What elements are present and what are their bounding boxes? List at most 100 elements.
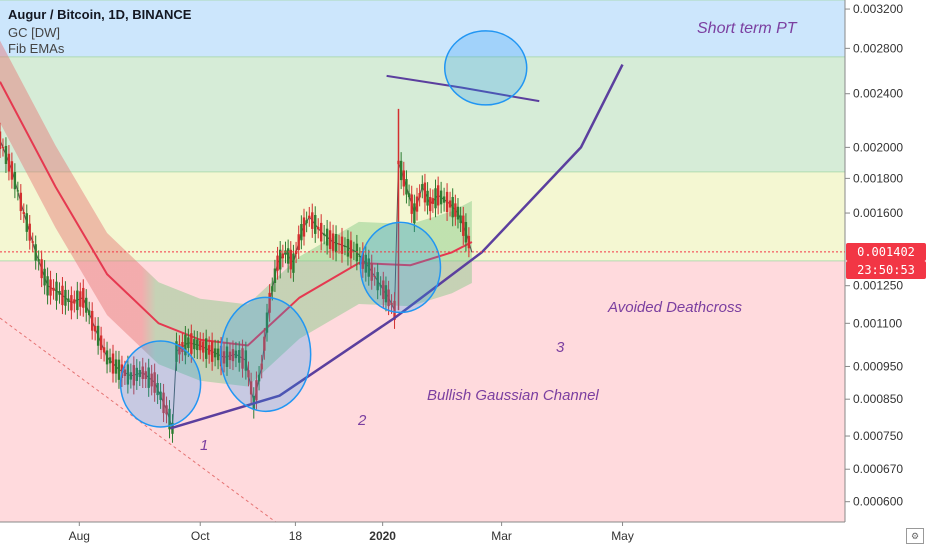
candle-body	[456, 206, 460, 220]
candle-body	[387, 289, 390, 307]
candle-body	[210, 341, 214, 362]
candle-body	[228, 351, 232, 361]
candle-body	[238, 350, 241, 363]
candle-body	[331, 233, 335, 251]
annotation-avoided-deathcross: Avoided Deathcross	[607, 299, 742, 316]
candle-body	[343, 245, 347, 247]
candle-body	[216, 348, 220, 361]
candle-body	[79, 291, 82, 307]
candle-body	[445, 191, 449, 212]
candle-body	[334, 234, 338, 253]
candle-body	[123, 369, 127, 377]
highlight-circle-1	[119, 340, 202, 428]
candle-body	[76, 290, 79, 311]
candle-body	[147, 367, 150, 388]
candle-body	[108, 357, 112, 364]
candle-body	[442, 196, 446, 203]
candle-body	[279, 249, 282, 270]
candle-body	[319, 222, 323, 242]
candle-body	[168, 408, 171, 430]
candle-body	[202, 341, 205, 353]
candle-body	[141, 366, 144, 380]
candle-body	[407, 193, 411, 198]
candle-body	[268, 292, 271, 313]
candle-body	[88, 310, 91, 316]
candle-body	[379, 284, 382, 287]
candle-body	[373, 276, 376, 278]
candle-body	[286, 248, 290, 264]
settings-icon[interactable]: ⚙	[906, 528, 924, 544]
candle-body	[311, 212, 314, 229]
highlight-circle-3	[359, 221, 442, 314]
candle-body	[85, 297, 88, 313]
candle-body	[241, 348, 244, 369]
indicator-fib-emas[interactable]: Fib EMAs	[8, 41, 65, 56]
candle-body	[34, 244, 37, 261]
candle-body	[43, 268, 46, 286]
candle-body	[405, 179, 408, 195]
candle-body	[314, 214, 317, 234]
annotation-3: 3	[556, 339, 565, 356]
candle-body	[132, 365, 136, 386]
candle-body	[292, 253, 295, 273]
y-tick-label: 0.001100	[853, 316, 902, 330]
candle-body	[459, 215, 462, 224]
candle-body	[370, 263, 373, 281]
x-tick-label: 2020	[369, 529, 396, 543]
indicator-gaussian-channel[interactable]: GC [DW]	[8, 25, 60, 40]
candle-body	[165, 405, 168, 415]
candle-body	[162, 392, 165, 414]
candle-body	[308, 215, 311, 218]
candle-body	[349, 240, 353, 259]
candle-body	[413, 203, 416, 224]
y-tick-label: 0.000850	[853, 392, 903, 406]
candle-body	[64, 289, 67, 306]
candle-body	[144, 371, 147, 380]
x-tick-label: Mar	[491, 529, 512, 543]
candle-body	[10, 161, 14, 180]
candle-body	[159, 391, 162, 400]
candle-body	[454, 203, 457, 217]
candle-body	[70, 295, 73, 311]
y-tick-label: 0.001800	[853, 171, 903, 185]
candle-body	[28, 223, 31, 241]
candle-body	[367, 258, 370, 277]
candle-body	[225, 346, 229, 367]
candle-body	[346, 238, 350, 257]
candle-body	[102, 347, 106, 353]
candle-body	[196, 339, 199, 351]
candle-body	[207, 345, 211, 355]
candle-body	[361, 250, 365, 269]
candle-body	[399, 160, 403, 181]
candle-body	[90, 310, 94, 331]
candle-body	[117, 359, 121, 380]
candle-body	[451, 197, 454, 218]
candle-body	[7, 153, 11, 172]
candle-body	[231, 349, 235, 362]
candle-body	[67, 298, 70, 302]
candle-body	[337, 243, 341, 245]
zone-top	[0, 0, 845, 57]
x-tick-label: May	[611, 529, 634, 543]
candle-body	[114, 359, 118, 374]
candle-body	[82, 287, 85, 308]
highlight-circle-2	[219, 296, 312, 413]
candle-body	[138, 370, 141, 378]
candle-body	[340, 236, 344, 254]
y-tick-label: 0.002400	[853, 87, 903, 101]
last-price-tag: 0.001402	[846, 242, 926, 261]
candle-body	[204, 338, 208, 359]
candle-body	[247, 370, 250, 378]
candle-body	[222, 351, 226, 364]
candle-body	[93, 325, 97, 332]
candle-body	[421, 184, 424, 190]
candle-body	[355, 243, 359, 262]
trend-line	[0, 317, 301, 541]
candle-body	[58, 290, 61, 295]
candle-body	[187, 337, 190, 349]
candle-body	[4, 145, 8, 164]
candle-body	[111, 353, 115, 374]
candle-body	[276, 255, 279, 271]
